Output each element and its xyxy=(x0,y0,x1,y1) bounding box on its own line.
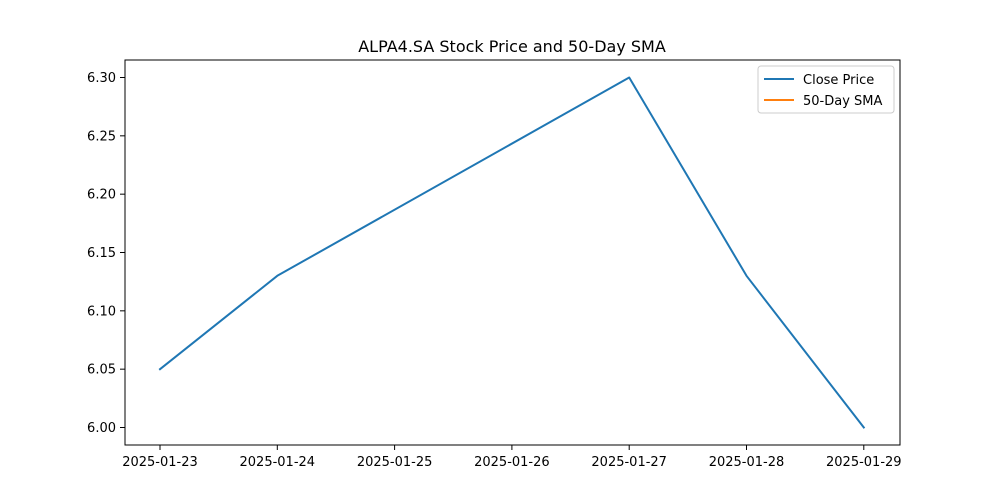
y-tick-label: 6.05 xyxy=(87,363,116,378)
legend-label-close-price: Close Price xyxy=(803,73,874,88)
legend-label-50-day-sma: 50-Day SMA xyxy=(803,94,883,109)
y-tick-label: 6.00 xyxy=(87,421,116,436)
x-tick-label: 2025-01-24 xyxy=(240,455,316,470)
x-tick-label: 2025-01-29 xyxy=(826,455,902,470)
series-layer xyxy=(158,76,866,429)
y-tick-label: 6.15 xyxy=(87,246,116,261)
y-axis: 6.00 6.05 6.10 6.15 6.20 6.25 6.30 xyxy=(87,71,125,436)
x-tick-label: 2025-01-23 xyxy=(122,455,198,470)
x-axis: 2025-01-23 2025-01-24 2025-01-25 2025-01-26… xyxy=(122,445,902,470)
x-tick-label: 2025-01-25 xyxy=(357,455,433,470)
legend-box xyxy=(757,65,895,114)
x-tick-label: 2025-01-26 xyxy=(474,455,550,470)
y-tick-label: 6.20 xyxy=(87,188,116,203)
chart-title: ALPA4.SA Stock Price and 50-Day SMA xyxy=(358,37,666,56)
y-tick-label: 6.30 xyxy=(87,71,116,86)
y-tick-label: 6.25 xyxy=(87,129,116,144)
series-line-close-price xyxy=(158,76,866,429)
x-tick-label: 2025-01-28 xyxy=(709,455,785,470)
y-tick-label: 6.10 xyxy=(87,304,116,319)
legend: Close Price 50-Day SMA xyxy=(757,65,895,114)
x-tick-label: 2025-01-27 xyxy=(591,455,667,470)
